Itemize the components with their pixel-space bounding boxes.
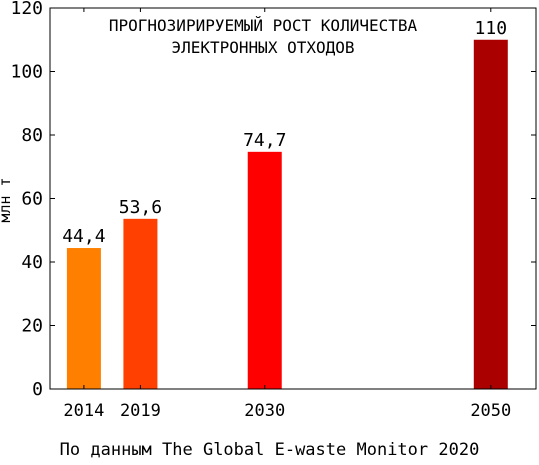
value-label-2014: 44,4: [62, 226, 105, 247]
bar-2019: [123, 218, 158, 389]
bar-2014: [66, 248, 101, 389]
x-tick-label-2030: 2030: [244, 401, 285, 421]
value-label-2050: 110: [475, 18, 508, 39]
y-tick-label-0: 0: [32, 379, 43, 400]
x-tick-label-2050: 2050: [470, 401, 511, 421]
value-label-2030: 74,7: [243, 130, 286, 151]
bars-group: 44,4 53,6 74,7 110: [62, 18, 508, 389]
y-tick-label-40: 40: [21, 252, 43, 273]
y-tick-label-20: 20: [21, 316, 43, 337]
x-tick-label-2019: 2019: [120, 401, 161, 421]
plot-frame: [49, 7, 537, 390]
y-tick-label-60: 60: [21, 189, 43, 210]
y-tick-label-100: 100: [10, 62, 43, 83]
source-note: По данным The Global E-waste Monitor 202…: [59, 440, 480, 460]
chart-title-line-1: ПРОГНОЗИРИРУЕМЫЙ РОСТ КОЛИЧЕСТВА: [109, 16, 418, 35]
x-tick-label-2014: 2014: [63, 401, 104, 421]
y-tick-label-80: 80: [21, 125, 43, 146]
value-label-2019: 53,6: [119, 197, 162, 218]
bar-2050: [473, 39, 508, 389]
chart-title-line-2: ЭЛЕКТРОННЫХ ОТХОДОВ: [171, 38, 354, 57]
y-tick-label-120: 120: [10, 0, 43, 19]
bar-2030: [247, 151, 282, 389]
axes-group: 2014 2019 2030 2050 0 20 40 60 80 100 120: [10, 0, 537, 421]
y-axis-label: млн т: [0, 177, 14, 222]
